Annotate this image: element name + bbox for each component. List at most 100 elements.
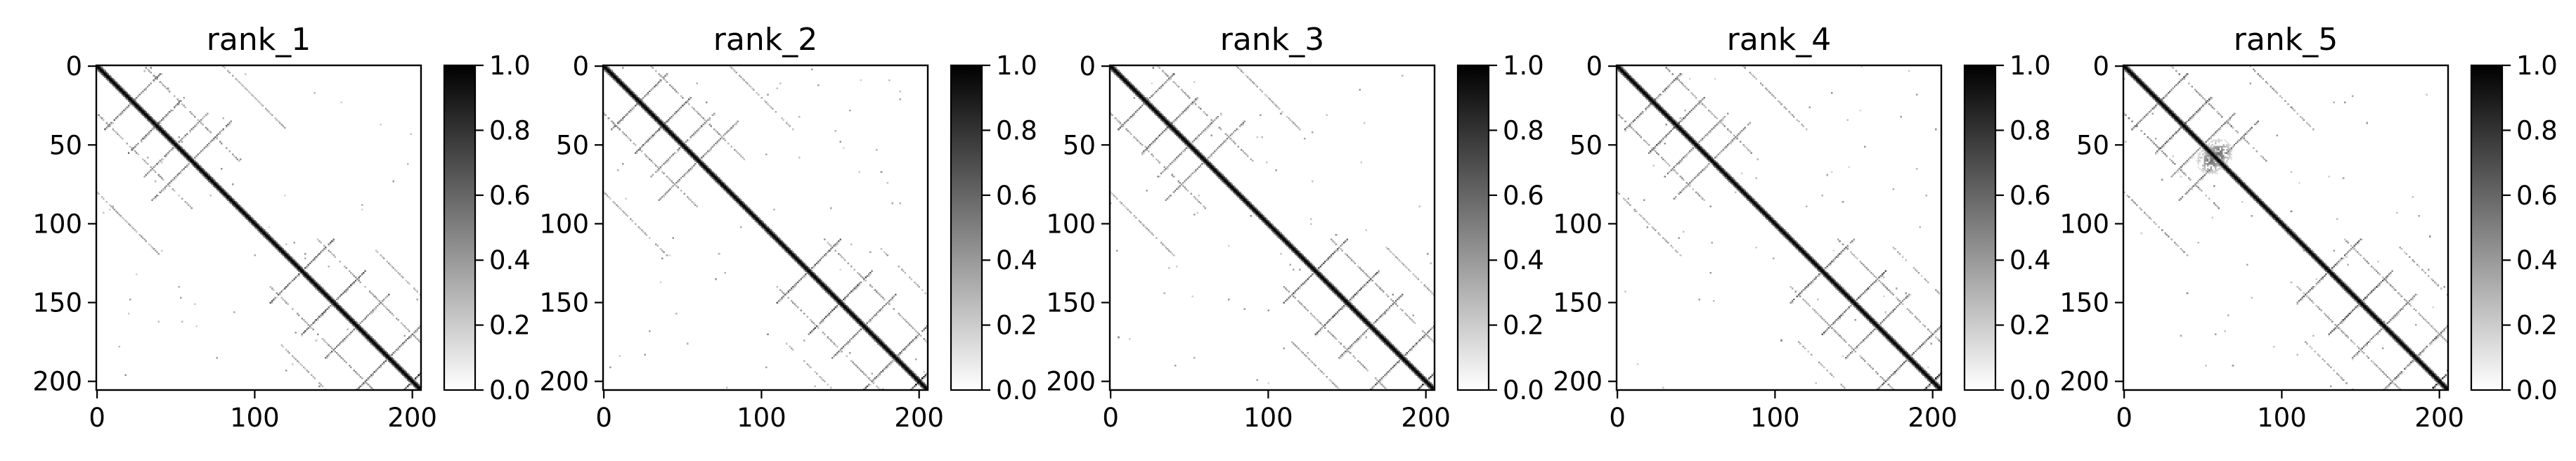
heatmap-cell: [1407, 363, 1410, 365]
heatmap-cell: [295, 358, 297, 361]
heatmap-cell: [1172, 120, 1175, 123]
heatmap-cell: [188, 163, 190, 165]
heatmap-cell: [313, 285, 316, 288]
heatmap-cell: [377, 347, 379, 349]
heatmap-cell: [195, 125, 198, 127]
heatmap-cell: [228, 199, 231, 202]
heatmap-cell: [713, 174, 716, 176]
heatmap-cell: [621, 67, 624, 69]
heatmap-cell: [707, 119, 709, 121]
heatmap-cell: [1373, 330, 1376, 332]
heatmap-cell: [358, 276, 360, 279]
heatmap-cell: [628, 138, 630, 140]
heatmap-cell: [1340, 292, 1342, 294]
heatmap-cell: [142, 158, 144, 160]
heatmap-cell: [1124, 79, 1126, 82]
heatmap-cell: [817, 278, 820, 280]
heatmap-cell: [655, 114, 657, 117]
heatmap-cell: [781, 246, 783, 249]
heatmap-cell: [145, 112, 148, 115]
heatmap-cell: [298, 267, 300, 269]
heatmap-cell: [909, 344, 911, 346]
heatmap-cell: [636, 95, 638, 98]
heatmap-cell: [290, 281, 292, 283]
heatmap-cell: [852, 361, 854, 364]
heatmap-cell: [666, 81, 668, 83]
heatmap-cell: [1128, 87, 1131, 89]
heatmap-cell: [1172, 131, 1175, 134]
heatmap-cell: [683, 142, 685, 145]
heatmap-cell: [1276, 233, 1279, 236]
heatmap-cell: [666, 74, 668, 77]
heatmap-cell: [1352, 311, 1354, 313]
heatmap-cell: [117, 87, 119, 89]
heatmap-cell: [129, 103, 131, 105]
heatmap-cell: [834, 353, 837, 356]
heatmap-cell: [1153, 112, 1156, 115]
heatmap-cell: [904, 349, 906, 351]
heatmap-cell: [312, 281, 314, 283]
heatmap-cell: [285, 301, 287, 304]
heatmap-cell: [1160, 115, 1163, 118]
heatmap-cell: [631, 92, 633, 94]
heatmap-cell: [1119, 74, 1121, 77]
heatmap-cell: [1219, 178, 1222, 181]
heatmap-cell: [350, 366, 352, 368]
heatmap-cell: [261, 233, 264, 236]
heatmap-cell: [702, 164, 704, 167]
heatmap-cell: [293, 261, 295, 263]
heatmap-cell: [777, 237, 780, 239]
heatmap-cell: [1393, 352, 1396, 354]
heatmap-cell: [1283, 238, 1286, 241]
heatmap-cell: [1276, 229, 1279, 231]
heatmap-cell: [875, 313, 878, 315]
heatmap-cell: [315, 257, 318, 260]
heatmap-cell: [869, 379, 872, 381]
heatmap-cell: [1423, 382, 1425, 384]
heatmap-cell: [885, 349, 887, 351]
heatmap-cell: [1411, 368, 1413, 370]
heatmap-cell: [718, 177, 720, 179]
heatmap-cell: [164, 133, 166, 135]
heatmap-cell: [1397, 350, 1399, 353]
heatmap-cell: [365, 379, 368, 381]
heatmap-cell: [815, 280, 818, 282]
heatmap-cell: [659, 79, 662, 82]
heatmap-cell: [181, 148, 183, 151]
heatmap-cell: [1231, 190, 1234, 192]
heatmap-cell: [917, 336, 919, 339]
heatmap-cell: [1160, 117, 1163, 119]
heatmap-cell: [923, 375, 925, 378]
heatmap-cell: [173, 145, 176, 148]
heatmap-cell: [809, 270, 812, 273]
heatmap-cell: [169, 90, 171, 93]
heatmap-cell: [861, 323, 864, 326]
heatmap-cell: [301, 268, 304, 271]
heatmap-cell: [827, 292, 829, 294]
heatmap-cell: [1191, 145, 1194, 148]
heatmap-cell: [1272, 224, 1274, 227]
heatmap-cell: [619, 122, 621, 124]
heatmap-cell: [241, 209, 243, 211]
heatmap-cell: [1196, 150, 1198, 152]
heatmap-cell: [345, 316, 347, 318]
heatmap-cell: [1226, 180, 1229, 183]
heatmap-cell: [1366, 322, 1369, 325]
heatmap-cell: [302, 273, 305, 275]
heatmap-cell: [1198, 150, 1200, 152]
heatmap-cell: [612, 128, 614, 131]
heatmap-cell: [912, 387, 914, 389]
heatmap-cell: [342, 314, 344, 316]
heatmap-cell: [732, 125, 734, 127]
heatmap-cell: [1110, 65, 1112, 67]
heatmap-cell: [157, 320, 160, 323]
heatmap-cell: [921, 289, 924, 292]
heatmap-cell: [408, 379, 410, 381]
heatmap-cell: [768, 229, 771, 231]
heatmap-cell: [365, 336, 368, 339]
heatmap-cell: [126, 93, 129, 96]
heatmap-cell: [1308, 261, 1311, 263]
heatmap-cell: [143, 70, 145, 72]
heatmap-cell: [1318, 270, 1320, 273]
heatmap-cell: [332, 254, 335, 257]
